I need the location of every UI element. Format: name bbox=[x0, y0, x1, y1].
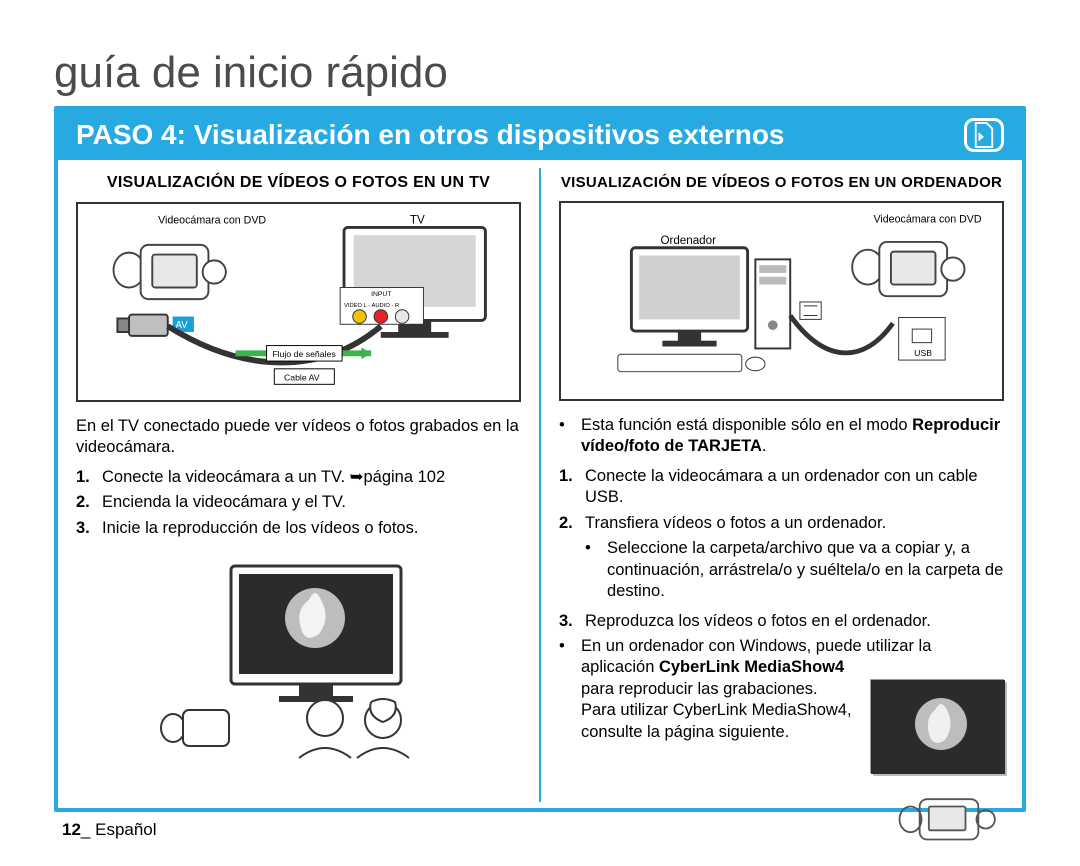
list-item: 2.Encienda la videocámara y el TV. bbox=[76, 492, 521, 513]
right-step3: 3.Reproduzca los vídeos o fotos en el or… bbox=[559, 611, 1004, 632]
bullet-item: • En un ordenador con Windows, puede uti… bbox=[559, 636, 1004, 851]
page-title: guía de inicio rápido bbox=[54, 48, 1026, 98]
pc-label: Ordenador bbox=[660, 234, 716, 247]
flow-label: Flujo de señales bbox=[272, 349, 336, 359]
list-item: 1.Conecte la videocámara a un TV. ➥págin… bbox=[76, 467, 521, 488]
list-item: 1.Conecte la videocámara a un ordenador … bbox=[559, 466, 1004, 509]
tv-diagram: Videocámara con DVD bbox=[76, 202, 521, 402]
tv-label: TV bbox=[410, 214, 425, 227]
pc-diagram: Videocámara con DVD Ordenador bbox=[559, 201, 1004, 401]
page-number: 12 bbox=[62, 820, 81, 839]
cam-label-r: Videocámara con DVD bbox=[874, 214, 982, 226]
left-intro: En el TV conectado puede ver vídeos o fo… bbox=[76, 416, 521, 459]
columns: VISUALIZACIÓN DE VÍDEOS O FOTOS EN UN TV… bbox=[58, 160, 1022, 810]
bullet-item: • Esta función está disponible sólo en e… bbox=[559, 415, 1004, 458]
sd-card-icon bbox=[964, 118, 1004, 152]
page-footer: 12_ Español bbox=[62, 820, 157, 840]
thumbnail-photo bbox=[870, 679, 1004, 773]
left-column: VISUALIZACIÓN DE VÍDEOS O FOTOS EN UN TV… bbox=[58, 160, 539, 810]
right-heading: VISUALIZACIÓN DE VÍDEOS O FOTOS EN UN OR… bbox=[559, 174, 1004, 191]
sub-bullet: • Seleccione la carpeta/archivo que va a… bbox=[585, 538, 1004, 602]
tv-watching-illustration bbox=[76, 555, 521, 765]
jacks-label: VIDEO L - AUDIO - R bbox=[344, 303, 399, 309]
right-column: VISUALIZACIÓN DE VÍDEOS O FOTOS EN UN OR… bbox=[541, 160, 1022, 810]
left-heading: VISUALIZACIÓN DE VÍDEOS O FOTOS EN UN TV bbox=[76, 174, 521, 192]
list-item: 3.Reproduzca los vídeos o fotos en el or… bbox=[559, 611, 1004, 632]
step-bar: PASO 4: Visualización en otros dispositi… bbox=[58, 110, 1022, 160]
right-steps: 1.Conecte la videocámara a un ordenador … bbox=[559, 466, 1004, 534]
content-frame: PASO 4: Visualización en otros dispositi… bbox=[54, 106, 1026, 812]
right-body: • Esta función está disponible sólo en e… bbox=[559, 415, 1004, 851]
usb-label: USB bbox=[914, 348, 932, 358]
cable-label: Cable AV bbox=[284, 372, 320, 382]
left-steps: 1.Conecte la videocámara a un TV. ➥págin… bbox=[76, 467, 521, 539]
list-item: 2.Transfiera vídeos o fotos a un ordenad… bbox=[559, 513, 1004, 534]
input-label: INPUT bbox=[371, 291, 391, 298]
page: guía de inicio rápido PASO 4: Visualizac… bbox=[0, 0, 1080, 866]
step-bar-text: PASO 4: Visualización en otros dispositi… bbox=[76, 119, 785, 151]
camcorder-sketch-icon bbox=[894, 773, 1004, 851]
list-item: 3.Inicie la reproducción de los vídeos o… bbox=[76, 518, 521, 539]
cam-label: Videocámara con DVD bbox=[158, 215, 266, 227]
footer-lang: Español bbox=[95, 820, 156, 839]
